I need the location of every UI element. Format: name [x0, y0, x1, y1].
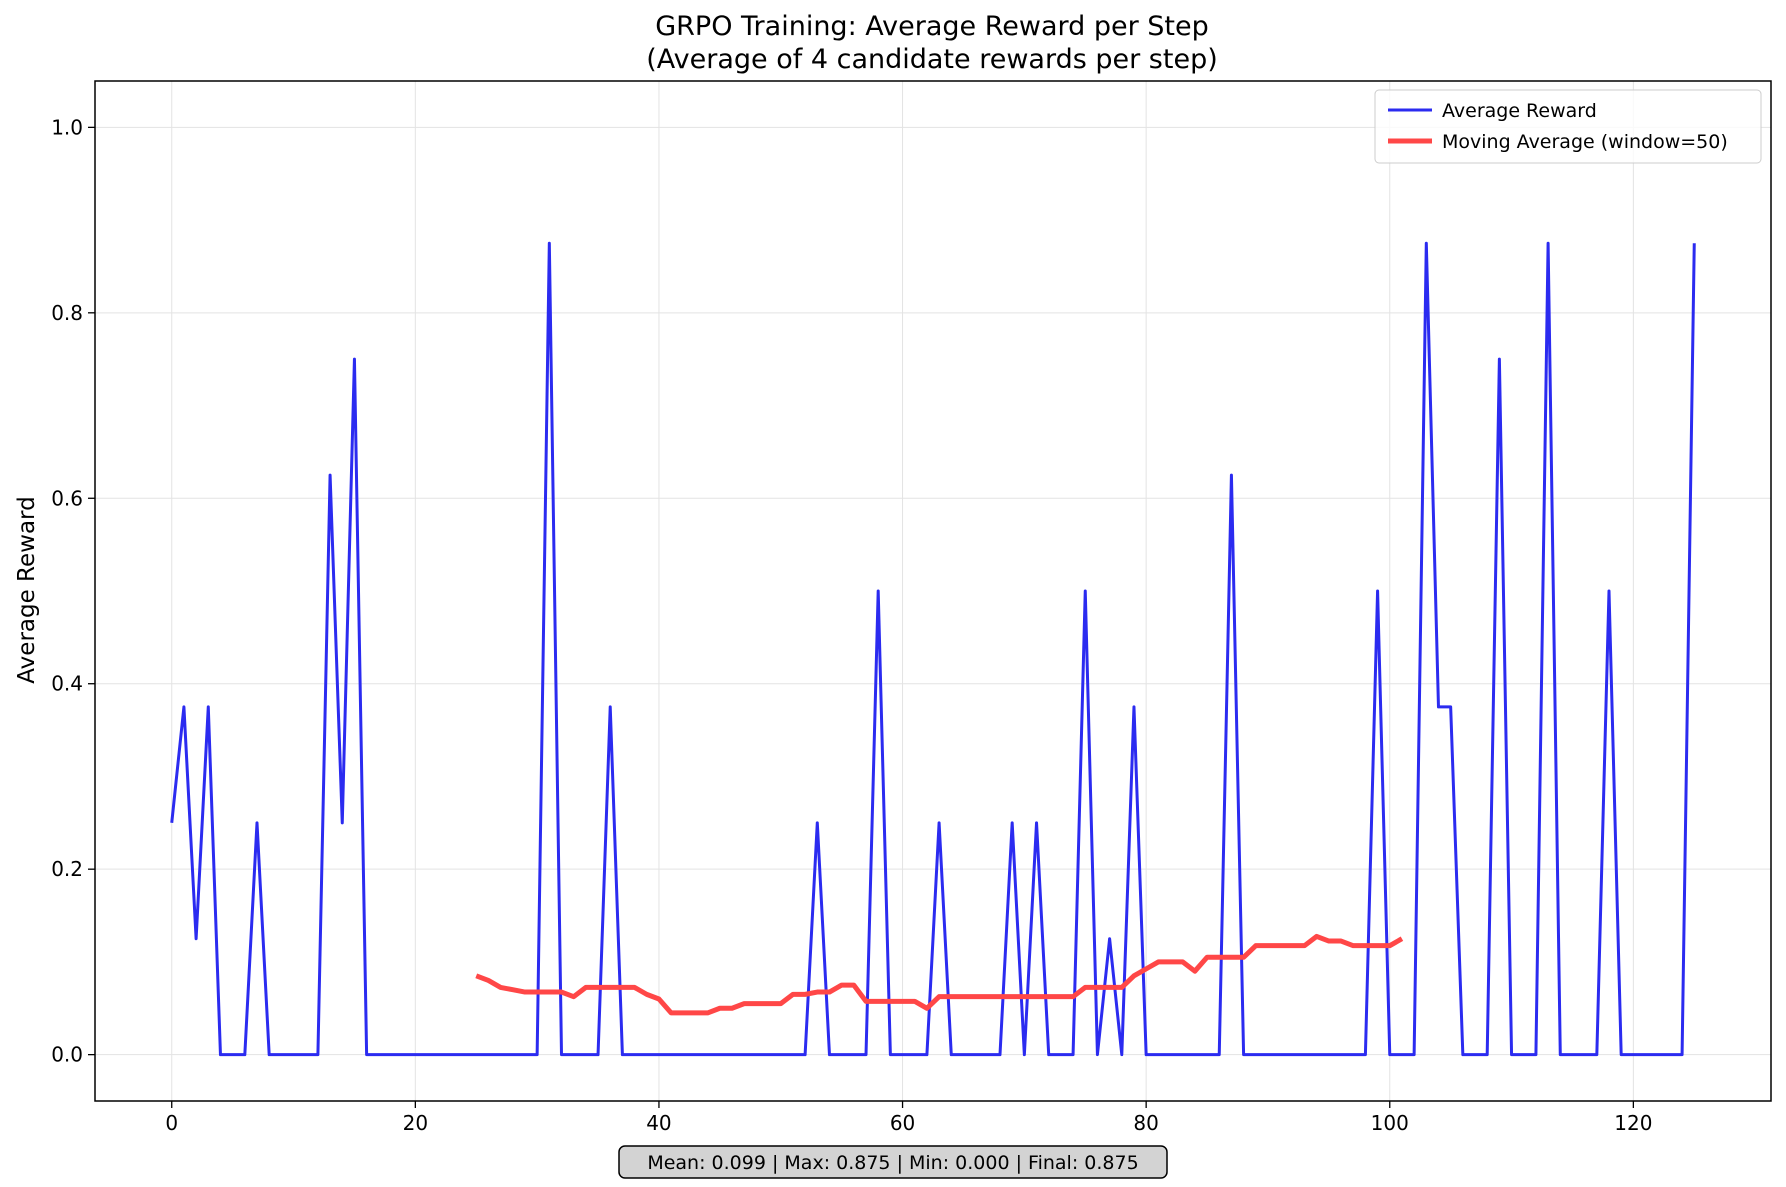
legend: Average Reward Moving Average (window=50…: [1374, 89, 1762, 164]
chart-title-line2: (Average of 4 candidate rewards per step…: [646, 44, 1218, 75]
x-tick-label: 120: [1614, 1111, 1652, 1135]
legend-label-moving-average: Moving Average (window=50): [1442, 131, 1728, 153]
series-average-reward-line: [170, 241, 1696, 1057]
y-tick-label: 0.6: [51, 486, 83, 510]
plot-frame: [94, 80, 1772, 1102]
x-tick-label: 60: [890, 1111, 915, 1135]
series-moving-average-line: [475, 933, 1404, 1016]
stats-box-frame: [618, 1145, 1168, 1179]
x-tick-label: 40: [646, 1111, 671, 1135]
x-tick-label: 0: [165, 1111, 178, 1135]
y-tick-label: 0.8: [51, 301, 83, 325]
chart-title-line1: GRPO Training: Average Reward per Step: [655, 11, 1209, 42]
stats-text: Mean: 0.099 | Max: 0.875 | Min: 0.000 | …: [647, 1152, 1138, 1174]
stats-box: Mean: 0.099 | Max: 0.875 | Min: 0.000 | …: [618, 1145, 1168, 1179]
plot-series: [170, 241, 1696, 1057]
y-axis-label: Average Reward: [14, 496, 40, 683]
x-tick-label: 80: [1133, 1111, 1158, 1135]
legend-label-average-reward: Average Reward: [1442, 100, 1597, 122]
y-tick-label: 0.2: [51, 857, 83, 881]
x-tick-label: 100: [1371, 1111, 1409, 1135]
axis-ticks: 0 20 40 60 80 100 120 0.0 0.2 0.4 0.6 0.8 1.0: [51, 115, 1652, 1135]
x-tick-label: 20: [403, 1111, 428, 1135]
y-tick-label: 0.4: [51, 672, 83, 696]
legend-box: [1374, 89, 1762, 164]
y-tick-label: 0.0: [51, 1043, 83, 1067]
y-tick-label: 1.0: [51, 115, 83, 139]
